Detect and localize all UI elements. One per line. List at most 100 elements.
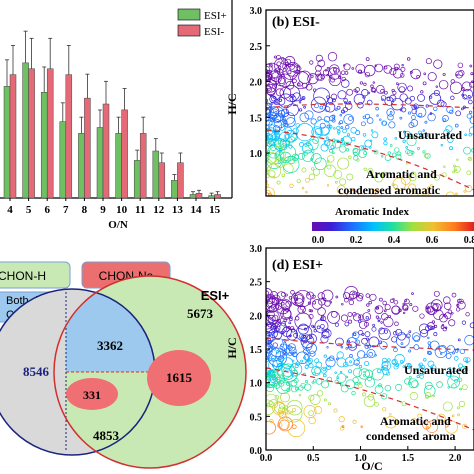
scatter-point xyxy=(442,327,447,332)
scatter-point xyxy=(267,192,272,196)
bar-x-tick-label: 6 xyxy=(44,204,50,216)
scatter-point xyxy=(464,133,467,137)
scatter-point xyxy=(380,321,383,324)
scatter-point xyxy=(391,88,395,93)
scatter-point xyxy=(342,128,347,134)
scatter-point xyxy=(434,345,447,359)
scatter-point xyxy=(307,139,319,151)
scatter-point xyxy=(386,97,391,101)
scatter-point xyxy=(411,191,419,196)
scatter-point xyxy=(299,201,303,205)
scatter-point xyxy=(415,106,427,118)
scatter-point xyxy=(454,168,458,171)
scatter-point xyxy=(266,420,276,435)
scatter-point xyxy=(355,63,366,74)
panel-d-region-aromatic-2: condensed aroma xyxy=(366,429,455,443)
scatter-point xyxy=(405,307,409,311)
scatter-point xyxy=(266,304,284,322)
scatter-point xyxy=(357,102,364,109)
scatter-point xyxy=(329,64,340,75)
scatter-point xyxy=(427,360,435,368)
scatter-point xyxy=(360,425,363,428)
scatter-point xyxy=(383,65,388,70)
scatter-point xyxy=(398,199,404,205)
scatter-point xyxy=(375,315,379,319)
scatter-point xyxy=(295,361,300,366)
scatter-point xyxy=(376,114,379,117)
scatter-point xyxy=(271,294,281,304)
scatter-point xyxy=(330,77,336,83)
scatter-point xyxy=(310,167,315,171)
scatter-point xyxy=(469,322,474,329)
scatter-point xyxy=(321,289,334,302)
scatter-point xyxy=(304,383,312,391)
scatter-point xyxy=(269,95,277,103)
scatter-point xyxy=(465,312,470,317)
scatter-point xyxy=(340,345,344,349)
scatter-point xyxy=(420,364,425,370)
scatter-point xyxy=(299,112,310,123)
bar-esi-plus xyxy=(208,195,215,199)
scatter-point xyxy=(284,58,292,66)
scatter-point xyxy=(432,394,435,398)
scatter-point xyxy=(293,332,299,338)
scatter-point xyxy=(311,198,313,200)
scatter-point xyxy=(348,369,353,374)
scatter-point xyxy=(383,316,394,328)
scatter-point xyxy=(336,185,346,195)
scatter-point xyxy=(350,127,357,134)
scatter-d-points xyxy=(266,286,474,438)
venn-red-count: 1615 xyxy=(166,370,193,385)
scatter-point xyxy=(353,359,360,366)
scatter-point xyxy=(424,201,426,203)
scatter-point xyxy=(374,402,379,407)
scatter-point xyxy=(443,296,451,304)
scatter-point xyxy=(430,184,433,187)
x-tick-label: 0.5 xyxy=(307,453,320,464)
scatter-point xyxy=(317,292,325,300)
scatter-point xyxy=(273,55,277,59)
scatter-point xyxy=(339,113,343,117)
scatter-point xyxy=(269,419,274,424)
scatter-point xyxy=(361,332,365,336)
scatter-point xyxy=(463,146,471,155)
scatter-point xyxy=(456,158,459,161)
scatter-point xyxy=(349,360,352,364)
colorbar-tick-label: 0.8 xyxy=(464,235,474,246)
scatter-point xyxy=(392,297,395,301)
scatter-point xyxy=(322,367,326,372)
scatter-point xyxy=(441,172,447,178)
scatter-point xyxy=(289,362,303,376)
scatter-point xyxy=(389,298,395,304)
scatter-point xyxy=(390,97,404,111)
scatter-point xyxy=(321,315,325,319)
bar-esi-minus xyxy=(214,194,221,199)
scatter-point xyxy=(302,335,306,338)
scatter-point xyxy=(291,71,310,90)
bar-x-tick-label: 9 xyxy=(100,204,106,216)
scatter-point xyxy=(381,313,389,321)
scatter-point xyxy=(292,92,302,102)
scatter-point xyxy=(268,197,272,201)
scatter-point xyxy=(363,82,367,86)
scatter-point xyxy=(469,110,473,114)
scatter-point xyxy=(438,79,449,90)
panel-b-title: (b) ESI- xyxy=(272,15,320,30)
scatter-point xyxy=(353,155,359,161)
scatter-point xyxy=(417,130,422,135)
scatter-point xyxy=(443,165,446,168)
scatter-point xyxy=(372,81,375,84)
scatter-point xyxy=(416,74,420,79)
scatter-b-points xyxy=(266,52,474,205)
scatter-point xyxy=(346,190,360,196)
scatter-point xyxy=(361,121,366,127)
scatter-point xyxy=(366,117,374,124)
scatter-point xyxy=(268,338,288,358)
bar-x-tick-label: 13 xyxy=(172,204,184,216)
scatter-point xyxy=(454,379,458,383)
scatter-point xyxy=(430,364,437,371)
bar-esi-plus xyxy=(96,127,104,199)
scatter-point xyxy=(290,200,293,203)
scatter-point xyxy=(380,393,388,400)
scatter-point xyxy=(366,349,376,359)
